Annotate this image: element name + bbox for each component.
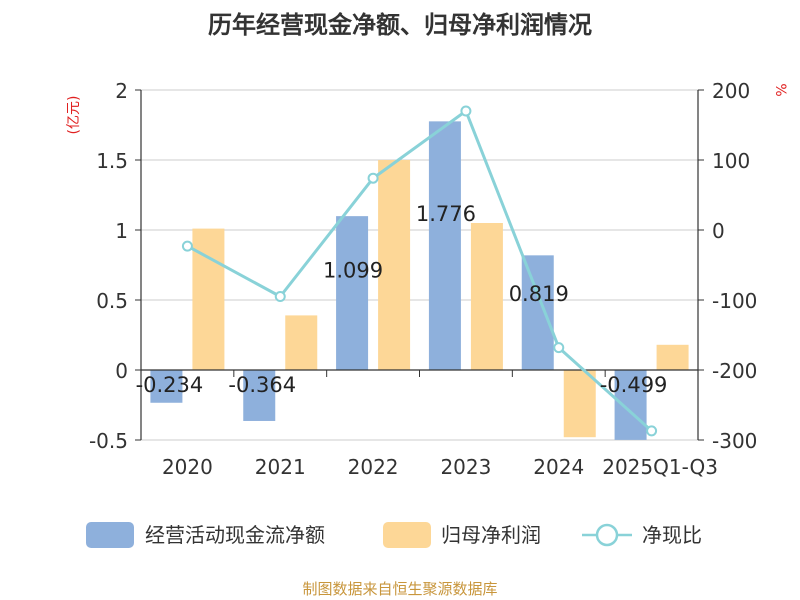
x-category-label: 2023 bbox=[440, 455, 491, 479]
bar-series bbox=[150, 121, 689, 440]
cashflow-bar bbox=[150, 370, 183, 403]
left-axis: 2 1.5 1 0.5 0 -0.5 bbox=[89, 79, 141, 453]
left-tick-label: 1.5 bbox=[96, 149, 128, 173]
cashflow-data-label: -0.499 bbox=[600, 373, 668, 397]
cashflow-bar bbox=[336, 216, 369, 370]
left-axis-unit: (亿元) bbox=[66, 96, 82, 135]
x-category-label: 2024 bbox=[533, 455, 584, 479]
legend-label-cashflow[interactable]: 经营活动现金流净额 bbox=[145, 523, 325, 547]
legend-swatch-cashflow[interactable] bbox=[86, 522, 134, 548]
x-category-label: 2025Q1-Q3 bbox=[602, 455, 718, 479]
left-tick-label: 1 bbox=[115, 219, 128, 243]
netprofit-bar bbox=[470, 223, 503, 370]
cashflow-bar bbox=[428, 121, 461, 370]
x-category-label: 2021 bbox=[255, 455, 306, 479]
cashflow-bar bbox=[521, 255, 554, 370]
ratio-line-series bbox=[181, 105, 658, 437]
right-tick-label: -100 bbox=[712, 289, 757, 313]
cashflow-data-label: -0.234 bbox=[136, 373, 204, 397]
netprofit-bar bbox=[563, 370, 596, 438]
axis-lines bbox=[140, 90, 699, 440]
right-axis-unit: % bbox=[772, 83, 788, 96]
cashflow-bar bbox=[614, 370, 647, 440]
cashflow-bar bbox=[243, 370, 276, 421]
cashflow-data-label: -0.364 bbox=[228, 373, 296, 397]
left-tick-label: -0.5 bbox=[89, 429, 128, 453]
netprofit-bar bbox=[656, 344, 689, 370]
x-category-label: 2022 bbox=[348, 455, 399, 479]
right-tick-label: -300 bbox=[712, 429, 757, 453]
legend-label-netprofit[interactable]: 归母净利润 bbox=[441, 523, 541, 547]
legend-label-ratio[interactable]: 净现比 bbox=[642, 523, 702, 547]
right-tick-label: 0 bbox=[712, 219, 725, 243]
cashflow-data-label: 1.099 bbox=[323, 259, 383, 283]
ratio-point bbox=[367, 172, 379, 184]
ratio-point bbox=[460, 105, 472, 117]
cashflow-data-label: 1.776 bbox=[416, 202, 476, 226]
right-tick-label: 100 bbox=[712, 149, 750, 173]
ratio-point bbox=[274, 291, 286, 302]
gridlines bbox=[141, 89, 698, 441]
left-tick-label: 2 bbox=[115, 79, 128, 103]
legend-swatch-ratio-marker[interactable] bbox=[595, 523, 619, 547]
source-note: 制图数据来自恒生聚源数据库 bbox=[302, 580, 497, 598]
legend: 经营活动现金流净额 归母净利润 净现比 bbox=[86, 522, 702, 548]
data-labels: -0.234 -0.364 1.099 1.776 0.819 -0.499 bbox=[136, 202, 668, 397]
netprofit-bar bbox=[378, 160, 411, 370]
x-category-label: 2020 bbox=[162, 455, 213, 479]
left-tick-label: 0 bbox=[115, 359, 128, 383]
chart-title: 历年经营现金净额、归母净利润情况 bbox=[208, 11, 592, 39]
ratio-point bbox=[181, 240, 193, 252]
left-tick-label: 0.5 bbox=[96, 289, 128, 313]
ratio-point bbox=[553, 342, 565, 354]
x-axis-labels: 2020 2021 2022 2023 2024 2025Q1-Q3 bbox=[162, 455, 718, 479]
ratio-line bbox=[186, 109, 653, 433]
right-axis: 200 100 0 -100 -200 -300 bbox=[698, 79, 757, 453]
legend-swatch-netprofit[interactable] bbox=[383, 522, 431, 548]
cashflow-data-label: 0.819 bbox=[509, 282, 569, 306]
ratio-point bbox=[646, 425, 658, 437]
right-tick-label: 200 bbox=[712, 79, 750, 103]
right-tick-label: -200 bbox=[712, 359, 757, 383]
netprofit-bar bbox=[285, 315, 318, 370]
